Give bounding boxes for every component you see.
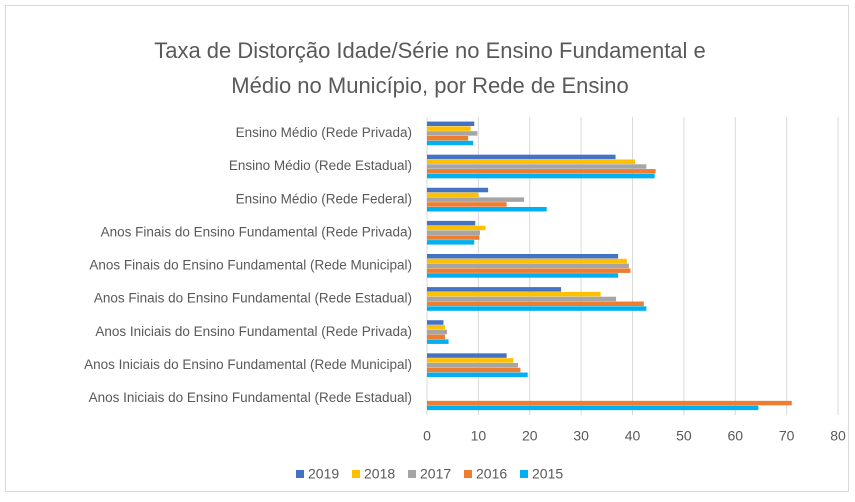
y-tick-label: Anos Finais do Ensino Fundamental (Rede …: [101, 224, 412, 239]
bar: [427, 206, 547, 212]
bar: [427, 339, 449, 344]
bar: [427, 187, 489, 193]
bar: [427, 306, 647, 311]
bar: [427, 400, 792, 406]
bar: [427, 405, 759, 411]
bar: [427, 126, 471, 131]
legend-label: 2019: [308, 466, 339, 482]
bar: [427, 169, 656, 174]
bar: [427, 121, 475, 127]
y-tick-label: Anos Iniciais do Ensino Fundamental (Red…: [89, 390, 412, 405]
x-tick-label: 0: [423, 428, 431, 444]
bar: [427, 202, 507, 207]
x-tick-label: 20: [522, 428, 538, 444]
bar: [427, 367, 521, 373]
bar: [427, 220, 476, 226]
bar: [427, 325, 445, 330]
bar: [427, 263, 629, 269]
bar: [427, 329, 448, 335]
legend-swatch: [408, 470, 416, 478]
x-tick-label: 70: [779, 428, 795, 444]
bar: [427, 291, 601, 297]
bar: [427, 296, 617, 302]
bar: [427, 235, 480, 240]
x-tick-label: 30: [573, 428, 589, 444]
legend-label: 2016: [476, 466, 507, 482]
bar: [427, 192, 479, 198]
x-tick-label: 40: [625, 428, 641, 444]
bar: [427, 273, 619, 278]
bar: [427, 353, 507, 358]
bar: [427, 240, 475, 245]
legend-swatch: [464, 470, 472, 478]
x-tick-label: 50: [676, 428, 692, 444]
y-tick-label: Ensino Médio (Rede Federal): [236, 191, 412, 206]
bar: [427, 320, 444, 325]
bar: [427, 230, 480, 235]
bar: [427, 140, 474, 146]
bar: [427, 268, 631, 273]
y-tick-label: Anos Iniciais do Ensino Fundamental (Red…: [95, 324, 412, 339]
bar: [427, 254, 619, 259]
bar: [427, 358, 514, 363]
bar: [427, 135, 469, 141]
bar: [427, 154, 616, 160]
bar: [427, 159, 636, 164]
bar: [427, 164, 647, 169]
x-tick-label: 80: [830, 428, 846, 444]
legend-label: 2018: [364, 466, 395, 482]
bar: [427, 287, 562, 292]
legend-swatch: [296, 470, 304, 478]
bar: [427, 173, 655, 179]
y-tick-label: Anos Finais do Ensino Fundamental (Rede …: [89, 258, 412, 273]
chart-title: Taxa de Distorção Idade/Série no Ensino …: [154, 38, 706, 98]
legend-label: 2017: [420, 466, 451, 482]
y-tick-label: Ensino Médio (Rede Estadual): [229, 158, 412, 173]
bar: [427, 197, 525, 202]
x-tick-label: 60: [727, 428, 743, 444]
bar: [427, 362, 518, 368]
bar: [427, 258, 627, 264]
bar: [427, 301, 644, 307]
y-tick-label: Anos Iniciais do Ensino Fundamental (Red…: [84, 357, 412, 372]
bar: [427, 225, 486, 231]
bar: [427, 334, 445, 340]
legend-swatch: [352, 470, 360, 478]
legend-label: 2015: [532, 466, 563, 482]
bar: [427, 131, 478, 136]
bar: [427, 372, 528, 378]
legend-swatch: [520, 470, 528, 478]
y-tick-label: Anos Finais do Ensino Fundamental (Rede …: [94, 291, 412, 306]
y-tick-label: Ensino Médio (Rede Privada): [236, 125, 412, 140]
x-tick-label: 10: [471, 428, 487, 444]
